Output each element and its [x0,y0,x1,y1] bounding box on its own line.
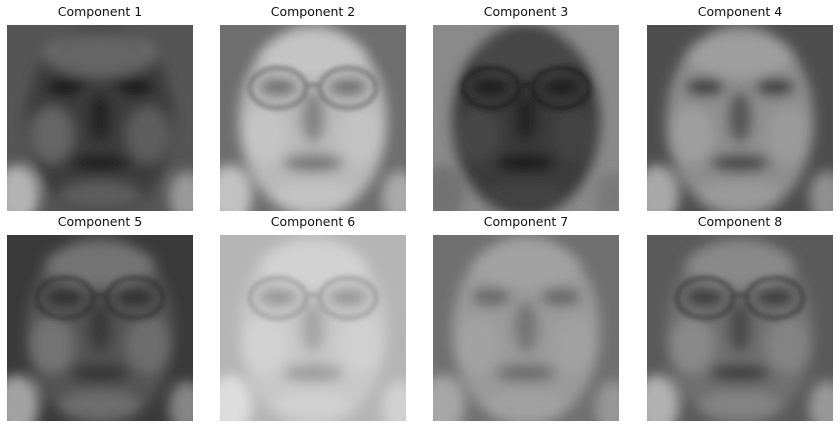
component-title: Component 2 [270,4,356,19]
component-title: Component 8 [697,214,783,229]
eigenface-image [7,25,193,211]
component-title: Component 5 [57,214,143,229]
component-title: Component 6 [270,214,356,229]
eigenface-image [220,235,406,421]
eigenface-image [7,235,193,421]
component-title: Component 1 [57,4,143,19]
eigenface-image [647,235,833,421]
component-title: Component 7 [483,214,569,229]
eigenface-image [220,25,406,211]
eigenface-image [433,235,619,421]
component-title: Component 3 [483,4,569,19]
eigenface-image [647,25,833,211]
component-title: Component 4 [697,4,783,19]
eigenface-image [433,25,619,211]
